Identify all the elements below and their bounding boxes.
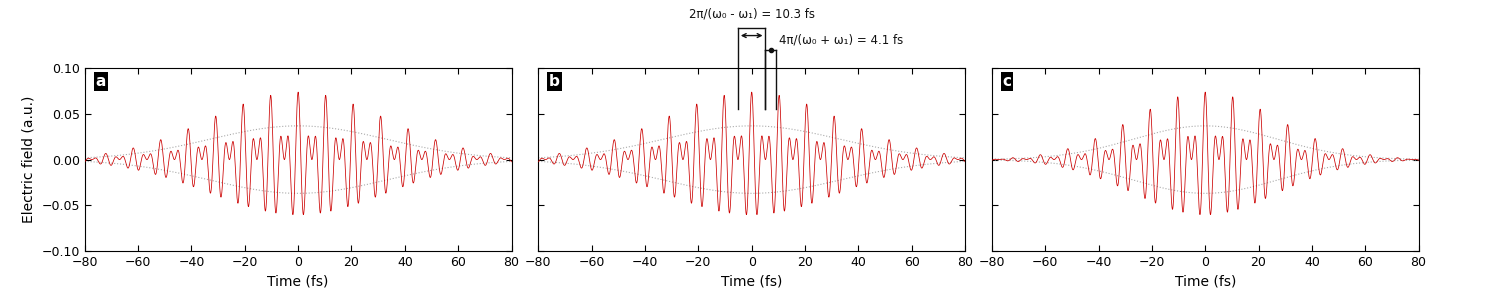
Text: 4π/(ω₀ + ω₁) = 4.1 fs: 4π/(ω₀ + ω₁) = 4.1 fs: [779, 33, 903, 47]
Text: b: b: [549, 74, 559, 89]
Text: c: c: [1002, 74, 1011, 89]
X-axis label: Time (fs): Time (fs): [1175, 274, 1236, 288]
X-axis label: Time (fs): Time (fs): [268, 274, 329, 288]
X-axis label: Time (fs): Time (fs): [721, 274, 782, 288]
Text: 2π/(ω₀ - ω₁) = 10.3 fs: 2π/(ω₀ - ω₁) = 10.3 fs: [688, 8, 815, 21]
Y-axis label: Electric field (a.u.): Electric field (a.u.): [22, 96, 36, 223]
Text: a: a: [95, 74, 106, 89]
